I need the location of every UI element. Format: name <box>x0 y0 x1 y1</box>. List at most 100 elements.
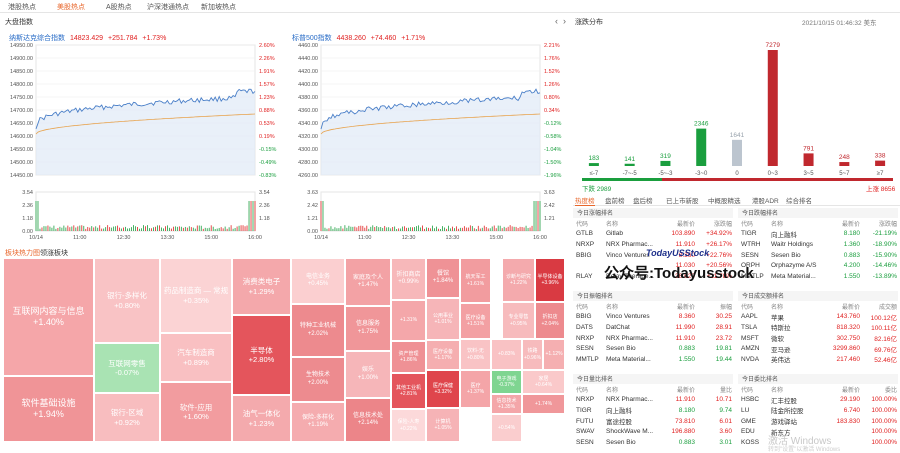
next-arrow-icon[interactable]: › <box>563 16 566 26</box>
heatmap-cell[interactable]: 银行-多样化 +0.80% <box>94 258 160 343</box>
table-row[interactable]: DATS DatChat 11.990 28.91 <box>573 322 733 333</box>
tab-hk-hot[interactable]: 港股热点 <box>8 4 36 11</box>
tab-heatmap[interactable]: 板块热力图 <box>5 250 40 257</box>
table-row[interactable]: MMTLP Meta Material... 1.550 19.44 <box>573 354 733 365</box>
column-header[interactable]: 代码 <box>741 387 754 394</box>
heatmap-cell[interactable]: 诊断与研究 +1.22% <box>502 258 535 302</box>
heatmap-cell[interactable]: 软件基础设施 +1.94% <box>3 376 94 442</box>
table-row[interactable]: NVDA 英伟达 217.460 52.46亿 <box>738 354 898 365</box>
sp500-intraday-chart[interactable]: 4460.00 2.21% 4440.00 1.76% 4420.00 1.52% 4400… <box>285 42 570 247</box>
heatmap-cell[interactable]: 娱乐 +1.00% <box>345 351 391 398</box>
column-header[interactable]: 名称 <box>771 304 784 311</box>
table-row[interactable]: SESN Sesen Bio 0.883 -15.90% <box>738 250 898 261</box>
heatmap-cell[interactable]: +1.74% <box>522 394 565 414</box>
tab-afterhours[interactable]: 盘后榜 <box>633 198 653 205</box>
column-header[interactable]: 代码 <box>576 387 589 394</box>
heatmap-cell[interactable]: 折扣店 +2.04% <box>535 302 565 339</box>
heatmap-cell[interactable]: 生物技术 +2.00% <box>291 357 345 402</box>
column-header[interactable]: 最新价 <box>841 387 860 394</box>
column-header[interactable]: 代码 <box>741 304 754 311</box>
heatmap-cell[interactable]: 信息服务 +1.75% <box>345 306 391 351</box>
tab-a-share-hot[interactable]: A股热点 <box>106 4 132 11</box>
column-header[interactable]: 名称 <box>771 221 784 228</box>
heatmap-cell[interactable]: 饮料-无 +0.80% <box>460 339 491 370</box>
table-row[interactable]: BBIG Vinco Ventures 8.360 +22.76% <box>573 250 733 261</box>
column-header[interactable]: 涨跌幅 <box>878 221 897 228</box>
heatmap-cell[interactable]: 油气一体化 +1.23% <box>232 395 291 442</box>
heatmap-cell[interactable]: 电子游戏 -0.37% <box>491 370 522 394</box>
heatmap-cell[interactable]: 公用事业 +1.01% <box>426 298 460 340</box>
heatmap-cell[interactable]: 家庭及个人 +1.47% <box>345 258 391 306</box>
heatmap-cell[interactable]: 消费类电子 +1.29% <box>232 258 291 315</box>
table-row[interactable]: SWAV ShockWave M... 196.880 3.60 <box>573 426 733 437</box>
heatmap-cell[interactable]: 医疗保健 +3.32% <box>426 370 460 408</box>
column-header[interactable]: 最新价 <box>676 221 695 228</box>
heatmap-cell[interactable]: 软件-应用 +1.60% <box>160 382 232 442</box>
table-row[interactable]: AAPL 苹果 143.760 100.12亿 <box>738 312 898 323</box>
heatmap-cell[interactable]: 铁路 +0.96% <box>522 339 543 370</box>
heatmap-cell[interactable]: 电信业务 +0.45% <box>291 258 345 304</box>
heatmap-cell[interactable]: 信息技术 +1.35% <box>491 394 522 414</box>
table-row[interactable]: MMTLP Meta Material... 1.550 -13.89% <box>738 271 898 282</box>
heatmap-cell[interactable]: 保险-人寿 +0.22% <box>391 409 426 442</box>
heatmap-cell[interactable]: 药品制造商 — 常规 +0.35% <box>160 258 232 333</box>
heatmap-cell[interactable]: 信息技术处 +2.14% <box>345 398 391 442</box>
column-header[interactable]: 涨跌幅 <box>713 221 732 228</box>
tab-china-concept[interactable]: 中概股精选 <box>708 198 741 205</box>
tab-sg-hot[interactable]: 新加坡热点 <box>201 4 236 11</box>
heatmap-cell[interactable]: +1.31% <box>391 300 426 341</box>
table-row[interactable]: KOSS 100.00% <box>738 437 898 448</box>
column-header[interactable]: 名称 <box>606 387 619 394</box>
table-row[interactable]: HSBC 汇丰控股 29.190 100.00% <box>738 395 898 406</box>
column-header[interactable]: 最新价 <box>676 387 695 394</box>
column-header[interactable]: 名称 <box>606 221 619 228</box>
column-header[interactable]: 代码 <box>576 304 589 311</box>
column-header[interactable]: 量比 <box>719 387 732 394</box>
tab-premarket[interactable]: 盘前榜 <box>605 198 625 205</box>
table-row[interactable]: TSLA 特斯拉 818.320 100.11亿 <box>738 322 898 333</box>
table-row[interactable]: RLAY Relay Therape... 36.620 +11.78% <box>573 271 733 282</box>
table-row[interactable]: LU 陆金所控股 6.740 100.00% <box>738 405 898 416</box>
column-header[interactable]: 成交额 <box>878 304 897 311</box>
heatmap-cell[interactable]: 折扣商店 +0.99% <box>391 258 426 300</box>
heatmap-cell[interactable]: 航天军工 +1.61% <box>460 258 491 303</box>
heatmap-cell[interactable]: 互联网内容与信息 +1.40% <box>3 258 94 376</box>
column-header[interactable]: 代码 <box>576 221 589 228</box>
nasdaq-header[interactable]: 纳斯达克综合指数 14823.429 +251.784 +1.73% <box>9 33 166 43</box>
tab-connect-hot[interactable]: 沪深港通热点 <box>147 4 189 11</box>
heatmap-cell[interactable]: 特种工业机械 +2.02% <box>291 304 345 357</box>
table-row[interactable]: TIGR 向上融科 8.180 9.74 <box>573 405 733 416</box>
column-header[interactable]: 委比 <box>884 387 897 394</box>
heatmap-cell[interactable]: 专业零售 +0.95% <box>502 302 535 339</box>
column-header[interactable]: 名称 <box>606 304 619 311</box>
heatmap-cell[interactable]: 医疗设备 +1.17% <box>426 340 460 370</box>
table-row[interactable]: ORPH Orphazyme A/S 4.200 -14.46% <box>738 260 898 271</box>
tab-composite[interactable]: 综合排名 <box>786 198 812 205</box>
heatmap-cell[interactable]: +0.83% <box>491 339 522 370</box>
heatmap-cell[interactable]: 半导体 +2.80% <box>232 315 291 395</box>
heatmap-cell[interactable]: 医疗设备 +1.51% <box>460 303 491 339</box>
sp500-header[interactable]: 标普500指数 4438.260 +74.460 +1.71% <box>292 33 425 43</box>
heatmap-cell[interactable]: 保险-多样化 +1.19% <box>291 402 345 442</box>
column-header[interactable]: 最新价 <box>841 221 860 228</box>
column-header[interactable]: 最新价 <box>676 304 695 311</box>
heatmap-cell[interactable]: 半导体设备 +3.96% <box>535 258 565 302</box>
table-row[interactable]: MSFT 微软 302.750 82.16亿 <box>738 333 898 344</box>
nasdaq-intraday-chart[interactable]: 14950.00 2.60% 14900.00 2.26% 14850.00 1.91% 1… <box>0 42 285 247</box>
column-header[interactable]: 名称 <box>771 387 784 394</box>
heatmap-cell[interactable]: 资产管理 +1.86% <box>391 341 426 373</box>
tab-hk-adr[interactable]: 港股ADR <box>752 198 779 205</box>
column-header[interactable]: 最新价 <box>841 304 860 311</box>
heatmap-cell[interactable]: +1.12% <box>543 339 565 370</box>
table-row[interactable]: BBIG Vinco Ventures 8.360 30.25 <box>573 312 733 323</box>
tab-us-hot[interactable]: 美股热点 <box>57 4 85 11</box>
heatmap-cell[interactable]: 汽车制造商 +0.89% <box>160 333 232 382</box>
heatmap-cell[interactable]: +0.54% <box>491 414 522 442</box>
table-row[interactable]: TIGR 向上融科 8.180 -21.19% <box>738 229 898 240</box>
heatmap-cell[interactable]: 餐馆 +1.84% <box>426 258 460 298</box>
heatmap-cell[interactable]: 其他工业机 +2.81% <box>391 373 426 409</box>
tab-hot-list[interactable]: 热度榜 <box>575 195 595 206</box>
table-row[interactable]: GTLB Gitlab 103.890 +34.92% <box>573 229 733 240</box>
heatmap-cell[interactable]: 计算机 +1.05% <box>426 408 460 442</box>
tab-new-ipo[interactable]: 已上市新股 <box>666 198 699 205</box>
